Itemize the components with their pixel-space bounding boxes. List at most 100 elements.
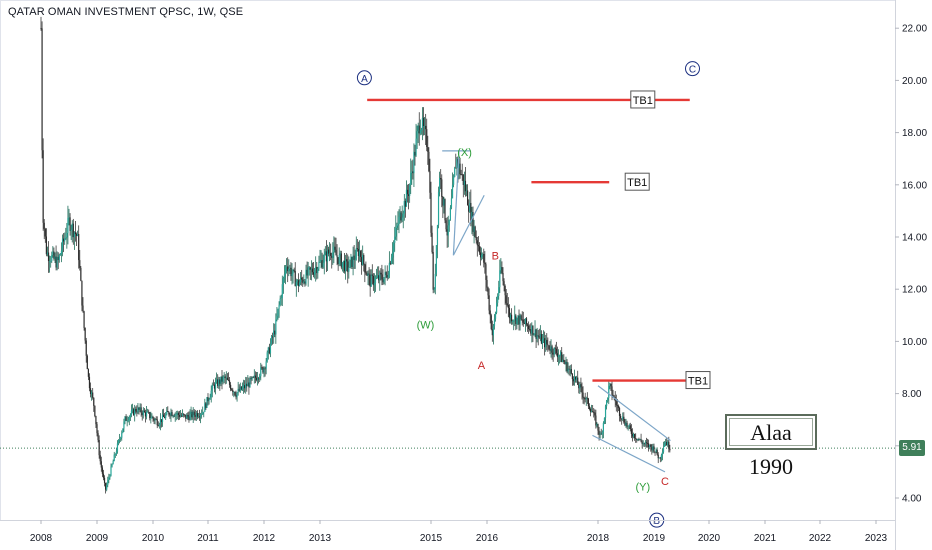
candle-body xyxy=(220,376,222,384)
candle-body xyxy=(484,262,486,265)
candle-body xyxy=(447,225,449,236)
candle-body xyxy=(209,397,211,400)
candle-body xyxy=(476,240,478,246)
candle-body xyxy=(513,320,515,322)
candle-body xyxy=(629,425,631,430)
candle-body xyxy=(509,314,512,319)
candle-body xyxy=(113,454,115,462)
candle-body xyxy=(568,368,570,370)
candle-body xyxy=(655,449,657,452)
candle-body xyxy=(373,283,376,286)
candle-body xyxy=(41,28,43,151)
candle-body xyxy=(237,388,239,393)
candle-body xyxy=(49,260,51,262)
candle-body xyxy=(386,275,388,278)
candle-body xyxy=(533,334,535,336)
candle-body xyxy=(166,410,168,415)
candle-body xyxy=(528,325,530,329)
candle-body xyxy=(532,325,534,336)
candle-body xyxy=(657,454,659,459)
candle-body xyxy=(317,268,319,274)
candle-body xyxy=(415,138,417,156)
candle-body xyxy=(159,419,162,425)
y-tick-label: 12.00 xyxy=(902,285,927,296)
candle-body xyxy=(569,369,571,370)
candle-body xyxy=(445,220,447,230)
y-tick-label: 4.00 xyxy=(902,494,922,505)
candle-body xyxy=(551,346,553,353)
candle-body xyxy=(321,260,323,268)
candle-body xyxy=(469,202,471,212)
candle-body xyxy=(94,405,96,416)
candle-body xyxy=(441,179,443,197)
candle-body xyxy=(300,277,302,283)
candle-body xyxy=(656,449,658,455)
candle-body xyxy=(99,455,101,462)
candle-body xyxy=(197,416,200,418)
candle-body xyxy=(122,428,124,433)
candle-body xyxy=(666,441,668,446)
candle-body xyxy=(487,287,489,296)
candle-body xyxy=(245,383,247,389)
candle-body xyxy=(427,146,429,152)
candle-body xyxy=(266,352,268,362)
candle-body xyxy=(364,264,366,273)
candle-body xyxy=(135,408,137,412)
candle-body xyxy=(577,377,579,385)
candle-body xyxy=(64,238,66,242)
candle-body xyxy=(171,412,173,416)
candle-body xyxy=(115,451,117,455)
candle-body xyxy=(433,289,435,291)
candle-body xyxy=(51,254,53,261)
candle-body xyxy=(430,192,432,233)
candle-body xyxy=(522,319,524,323)
wave-label: C xyxy=(689,65,696,76)
candle-body xyxy=(477,245,479,247)
candle-body xyxy=(46,252,49,255)
candle-body xyxy=(109,475,111,478)
candle-body xyxy=(350,256,352,260)
candle-body xyxy=(622,416,624,420)
candle-body xyxy=(204,403,206,412)
candle-body xyxy=(190,411,192,415)
candle-body xyxy=(71,223,73,230)
candle-body xyxy=(73,232,75,238)
candle-body xyxy=(531,325,533,334)
candle-body xyxy=(268,347,270,354)
candle-body xyxy=(448,219,450,226)
candle-body xyxy=(546,339,548,345)
candle-body xyxy=(416,131,418,139)
candle-body xyxy=(645,442,648,444)
candle-body xyxy=(454,167,456,177)
candle-body xyxy=(191,411,193,418)
candle-body xyxy=(571,373,573,380)
candle-body xyxy=(207,397,209,402)
candle-body xyxy=(165,414,167,418)
candle-body xyxy=(42,150,44,223)
candle-body xyxy=(388,262,390,275)
candle-body xyxy=(607,397,609,401)
candle-body xyxy=(195,413,197,417)
candle-body xyxy=(428,151,430,172)
wedge-upper-line xyxy=(597,385,671,442)
candle-body xyxy=(508,308,511,319)
candle-body xyxy=(412,171,414,174)
candle-body xyxy=(69,217,71,231)
candle-body xyxy=(183,413,185,415)
candle-body xyxy=(419,130,421,134)
candle-body xyxy=(110,466,112,476)
candle-body xyxy=(580,384,582,387)
candle-body xyxy=(226,377,228,380)
candle-body xyxy=(323,254,325,263)
candle-body xyxy=(398,216,400,224)
x-tick-label: 2020 xyxy=(698,533,721,544)
candle-body xyxy=(368,273,370,275)
candle-body xyxy=(85,340,87,356)
candle-body xyxy=(157,425,159,427)
candle-body xyxy=(663,443,666,447)
candle-body xyxy=(107,480,109,486)
candle-body xyxy=(134,408,136,415)
candle-body xyxy=(544,338,546,348)
candle-body xyxy=(423,125,426,127)
